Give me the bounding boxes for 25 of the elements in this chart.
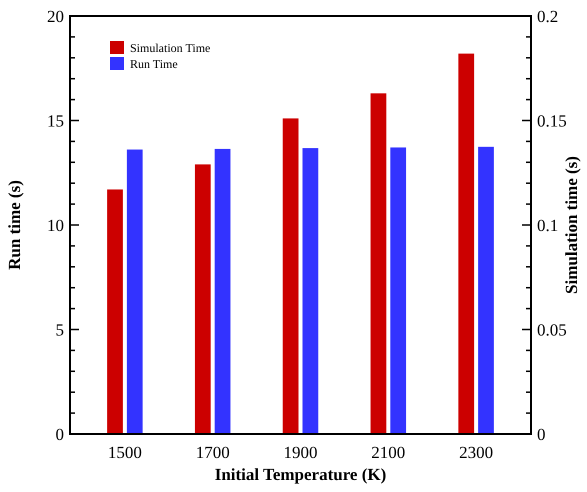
- y-tick-label: 10: [47, 216, 64, 235]
- x-axis-title: Initial Temperature (K): [214, 465, 386, 484]
- bar: [370, 93, 386, 434]
- y-tick-label: 5: [56, 320, 64, 340]
- y-axis-title: Run time (s): [5, 180, 24, 270]
- y-tick-label: 0: [56, 424, 64, 444]
- y-tick-label: 15: [47, 111, 64, 130]
- x-tick-label: 2100: [371, 443, 406, 462]
- bar: [107, 189, 123, 434]
- x-tick-label: 1700: [196, 443, 230, 462]
- y2-tick-label: 0.15: [537, 111, 567, 130]
- bar: [194, 164, 211, 434]
- x-tick-label: 2300: [459, 443, 494, 462]
- y2-tick-label: 0.05: [537, 320, 567, 340]
- y2-tick-label: 0.1: [537, 216, 558, 235]
- y2-axis-title: Simulation time (s): [562, 156, 581, 294]
- legend-label: Run Time: [130, 57, 178, 72]
- x-tick-label: 1900: [284, 443, 318, 462]
- bar: [458, 54, 474, 434]
- bar: [282, 118, 298, 434]
- x-tick-label: 1500: [108, 443, 142, 462]
- y-tick-label: 20: [47, 6, 64, 26]
- legend-label: Simulation Time: [130, 41, 210, 56]
- y2-tick-label: 0: [537, 424, 546, 444]
- y2-tick-label: 0.2: [537, 6, 558, 26]
